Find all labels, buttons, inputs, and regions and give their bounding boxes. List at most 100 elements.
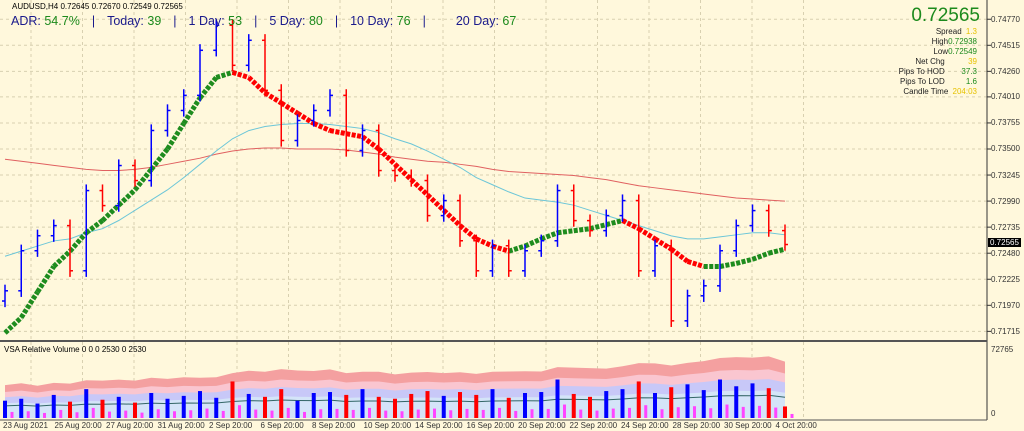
fast-ma-segment xyxy=(589,222,607,232)
fast-ma-segment xyxy=(669,247,690,264)
netchg-label: Net Chg xyxy=(915,57,945,66)
day20-value: 67 xyxy=(502,14,517,28)
x-tick-label: 30 Sep 20:00 xyxy=(724,421,772,430)
fast-ma-segment xyxy=(52,249,72,269)
y-tick-label: 0.74515 xyxy=(991,40,1020,50)
today-label: Today: xyxy=(107,14,144,28)
adr-bar: ADR: 54.7% | Today: 39 | 1 Day: 53 | 5 Day: 80… xyxy=(11,14,516,29)
separator: | xyxy=(254,14,258,28)
separator: | xyxy=(91,14,96,28)
fast-ma-segment xyxy=(68,231,89,253)
fast-ma-segment xyxy=(573,226,591,234)
x-tick-label: 14 Sep 20:00 xyxy=(415,421,463,430)
candles xyxy=(2,19,788,327)
moving-averages xyxy=(3,69,786,335)
netchg-value: 39 xyxy=(968,57,977,66)
fast-ma-segment xyxy=(377,147,397,167)
fast-ma-segment xyxy=(637,226,657,242)
mid-moving-average xyxy=(4,122,786,257)
separator: | xyxy=(173,14,177,28)
x-tick-label: 24 Sep 20:00 xyxy=(621,421,669,430)
y-tick-label: 0.72990 xyxy=(991,196,1020,206)
high-label: High xyxy=(931,37,949,46)
day1-value: 53 xyxy=(228,14,243,28)
fast-ma-segment xyxy=(263,90,283,106)
spread-label: Spread xyxy=(935,27,962,36)
fast-ma-segment xyxy=(215,69,234,80)
x-tick-label: 6 Sep 20:00 xyxy=(260,421,304,430)
volume-min-label: 0 xyxy=(991,409,996,418)
fast-ma-segment xyxy=(540,230,559,242)
separator: | xyxy=(422,14,426,28)
volume-max-label: 72765 xyxy=(991,345,1014,354)
y-tick-label: 0.72735 xyxy=(991,222,1020,232)
fast-ma-segment xyxy=(100,203,121,223)
fast-ma-segment xyxy=(621,218,640,231)
current-price-marker: 0.72565 xyxy=(988,238,1021,248)
fast-ma-segment xyxy=(3,315,23,335)
fast-ma-segment xyxy=(181,96,203,125)
hod-label: Pips To HOD xyxy=(898,67,945,76)
high-row: High0.72938 xyxy=(932,37,977,46)
day10-label: 10 Day: xyxy=(350,14,394,28)
grid-lines xyxy=(0,0,991,420)
hod-row: Pips To HOD 37.3 xyxy=(899,67,977,76)
day5-label: 5 Day: xyxy=(269,14,306,28)
x-tick-label: 16 Sep 20:00 xyxy=(466,421,515,430)
candle-time-label: Candle Time xyxy=(903,87,949,96)
x-tick-label: 10 Sep 20:00 xyxy=(363,421,412,430)
current-price-display: 0.72565 xyxy=(911,5,980,26)
fast-ma-segment xyxy=(149,147,170,171)
y-tick-label: 0.74260 xyxy=(991,66,1020,76)
lod-row: Pips To LOD 1.6 xyxy=(900,77,977,86)
fast-ma-segment xyxy=(475,236,494,249)
volume-indicator-title: VSA Relative Volume 0 0 0 2530 0 2530 xyxy=(4,345,147,354)
x-tick-label: 28 Sep 20:00 xyxy=(672,421,721,430)
fast-ma-segment xyxy=(458,223,478,241)
x-tick-label: 8 Sep 20:00 xyxy=(312,421,356,430)
x-tick-label: 22 Sep 20:00 xyxy=(569,421,618,430)
fast-ma-segment xyxy=(247,75,267,95)
fast-ma-segment xyxy=(296,111,316,126)
fast-ma-segment xyxy=(360,134,381,151)
low-label: Low xyxy=(933,47,949,56)
fast-ma-segment xyxy=(409,177,430,197)
fast-ma-segment xyxy=(133,167,154,192)
y-tick-label: 0.74770 xyxy=(991,14,1020,24)
x-tick-label: 23 Aug 2021 xyxy=(3,421,48,430)
high-value: 0.72938 xyxy=(948,37,977,46)
today-value: 39 xyxy=(147,14,162,28)
fast-ma-segment xyxy=(653,236,673,252)
spread-value: 1.3 xyxy=(965,27,977,36)
fast-ma-segment xyxy=(442,208,462,228)
x-tick-label: 20 Sep 20:00 xyxy=(518,421,566,430)
fast-ma-segment xyxy=(345,131,363,140)
fast-ma-segment xyxy=(686,258,705,269)
fast-ma-segment xyxy=(117,188,137,208)
symbol-line: AUDUSD,H4 0.72645 0.72670 0.72549 0.7256… xyxy=(12,2,183,11)
fast-ma-segment xyxy=(735,256,754,266)
x-tick-label: 25 Aug 20:00 xyxy=(54,421,102,430)
fast-ma-segment xyxy=(329,128,347,137)
fast-ma-segment xyxy=(84,218,105,235)
y-tick-label: 0.72225 xyxy=(991,274,1020,284)
adr-value: 54.7% xyxy=(44,14,80,28)
fast-ma-segment xyxy=(768,246,786,256)
fast-ma-segment xyxy=(491,243,510,254)
hod-value: 37.3 xyxy=(961,67,977,76)
fast-ma-segment xyxy=(393,162,413,182)
x-tick-label: 31 Aug 20:00 xyxy=(157,421,205,430)
separator: | xyxy=(334,14,339,28)
fast-ma-segment xyxy=(751,250,770,262)
volume-panel xyxy=(3,356,794,418)
fast-ma-segment xyxy=(425,193,446,213)
y-tick-label: 0.73755 xyxy=(991,118,1020,128)
day20-label: 20 Day: xyxy=(455,14,499,28)
day1-label: 1 Day: xyxy=(188,14,225,28)
lod-label: Pips To LOD xyxy=(900,77,945,86)
y-tick-label: 0.73500 xyxy=(991,144,1020,154)
adr-label: ADR: xyxy=(11,14,41,28)
fast-ma-segment xyxy=(523,236,543,249)
y-tick-label: 0.71715 xyxy=(991,326,1020,336)
